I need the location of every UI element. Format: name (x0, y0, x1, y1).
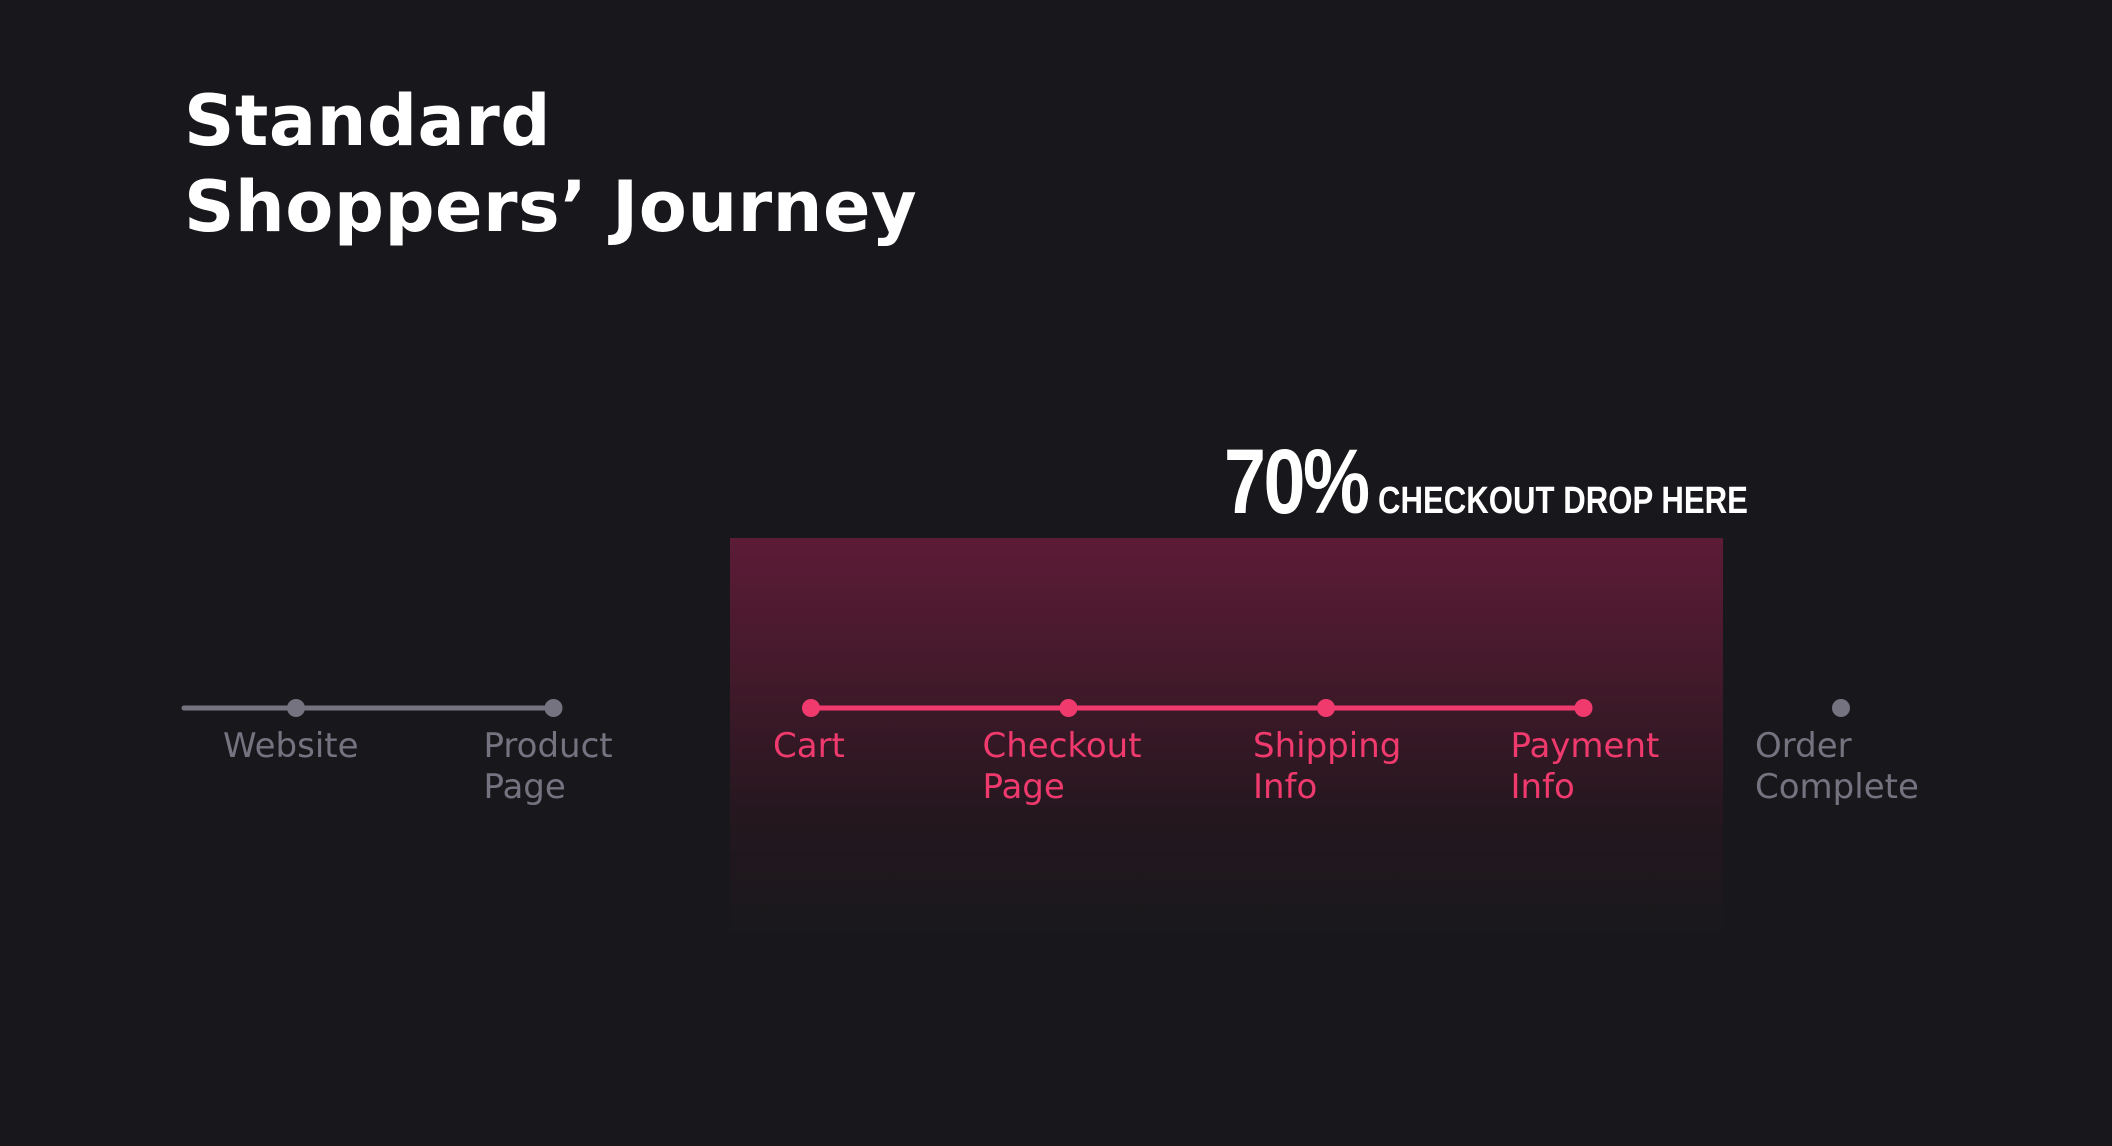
timeline-node (802, 699, 820, 717)
timeline-node (1317, 699, 1335, 717)
callout-text: CHECKOUT DROP HERE (1378, 480, 1748, 522)
page-title: Standard Shoppers’ Journey (184, 78, 917, 250)
timeline-node (287, 699, 305, 717)
title-line-1: Standard (184, 80, 551, 162)
drop-off-callout: 70% CHECKOUT DROP HERE (1224, 430, 1829, 535)
step-label: Website (223, 726, 359, 766)
timeline-node (1059, 699, 1078, 717)
step-label: Order Complete (1755, 726, 1919, 807)
timeline-node (1574, 699, 1593, 717)
timeline-nodes (287, 699, 1850, 717)
title-line-2: Shoppers’ Journey (184, 166, 918, 248)
drop-off-highlight (730, 538, 1723, 938)
step-label: Payment Info (1510, 726, 1660, 807)
timeline-node (544, 699, 563, 717)
timeline-node (1832, 699, 1850, 717)
step-label: Product Page (483, 726, 613, 807)
step-label: Shipping Info (1253, 726, 1402, 807)
step-label: Checkout Page (982, 726, 1142, 807)
step-label: Cart (773, 726, 845, 766)
